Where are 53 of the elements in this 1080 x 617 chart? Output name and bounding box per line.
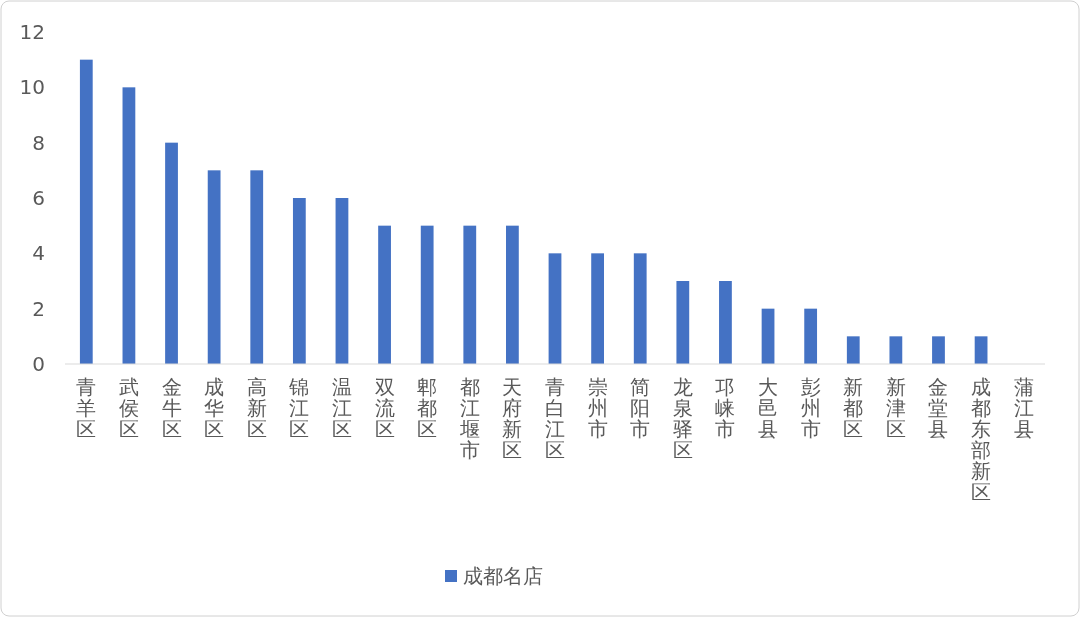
x-tick-label: 金堂县: [928, 375, 949, 441]
x-tick-label: 天府新区: [502, 375, 523, 462]
y-tick-label: 12: [19, 20, 45, 44]
y-tick-label: 2: [32, 296, 45, 321]
x-tick-label: 简阳市: [630, 375, 651, 441]
bar: [719, 281, 732, 364]
bar: [506, 225, 519, 364]
bar: [79, 59, 93, 364]
x-tick-label: 青白江区: [545, 375, 565, 462]
bar: [463, 225, 477, 364]
y-tick-label: 0: [32, 352, 45, 376]
bar: [676, 281, 690, 364]
bar: [591, 253, 604, 364]
x-tick-label: 蒲江县: [1013, 375, 1034, 441]
x-tick-label: 温江区: [331, 375, 352, 441]
y-tick-label: 10: [19, 75, 45, 100]
x-tick-label: 龙泉驿区: [672, 375, 693, 462]
bar: [292, 198, 306, 364]
bar: [250, 170, 264, 364]
bar: [804, 308, 818, 364]
bar: [420, 225, 434, 364]
bar: [378, 225, 391, 364]
x-tick-label: 锦江区: [288, 375, 310, 441]
x-tick-label: 崇州市: [587, 375, 608, 441]
x-tick-label: 金牛区: [161, 375, 182, 441]
x-tick-label: 青羊区: [76, 375, 97, 441]
bar: [207, 170, 221, 364]
x-tick-label: 新津区: [885, 375, 906, 441]
y-tick-label: 8: [32, 130, 45, 155]
x-tick-label: 高新区: [246, 375, 267, 441]
bar: [165, 142, 178, 364]
bar: [932, 336, 945, 364]
x-tick-label: 郫都区: [417, 375, 438, 441]
bar: [846, 336, 860, 364]
x-tick-label: 新都区: [843, 375, 864, 441]
bar: [761, 308, 775, 364]
bar: [633, 253, 647, 364]
bar: [548, 253, 562, 364]
y-tick-label: 4: [32, 241, 45, 266]
x-tick-label: 邛崃市: [715, 375, 736, 441]
x-tick-label: 大邑县: [758, 375, 779, 441]
x-tick-label: 双流区: [374, 375, 395, 441]
x-tick-label: 都江堰市: [458, 375, 480, 462]
x-tick-label: 彭州市: [800, 375, 821, 441]
bar: [122, 87, 136, 364]
x-tick-label: 成华区: [204, 375, 225, 441]
y-tick-label: 6: [32, 186, 45, 210]
legend-label: 成都名店: [463, 564, 543, 588]
bar: [335, 198, 349, 364]
x-tick-label: 武侯区: [118, 375, 139, 441]
bar: [889, 336, 903, 364]
bar: [974, 336, 988, 364]
x-tick-label: 成都东部新区: [971, 375, 992, 504]
